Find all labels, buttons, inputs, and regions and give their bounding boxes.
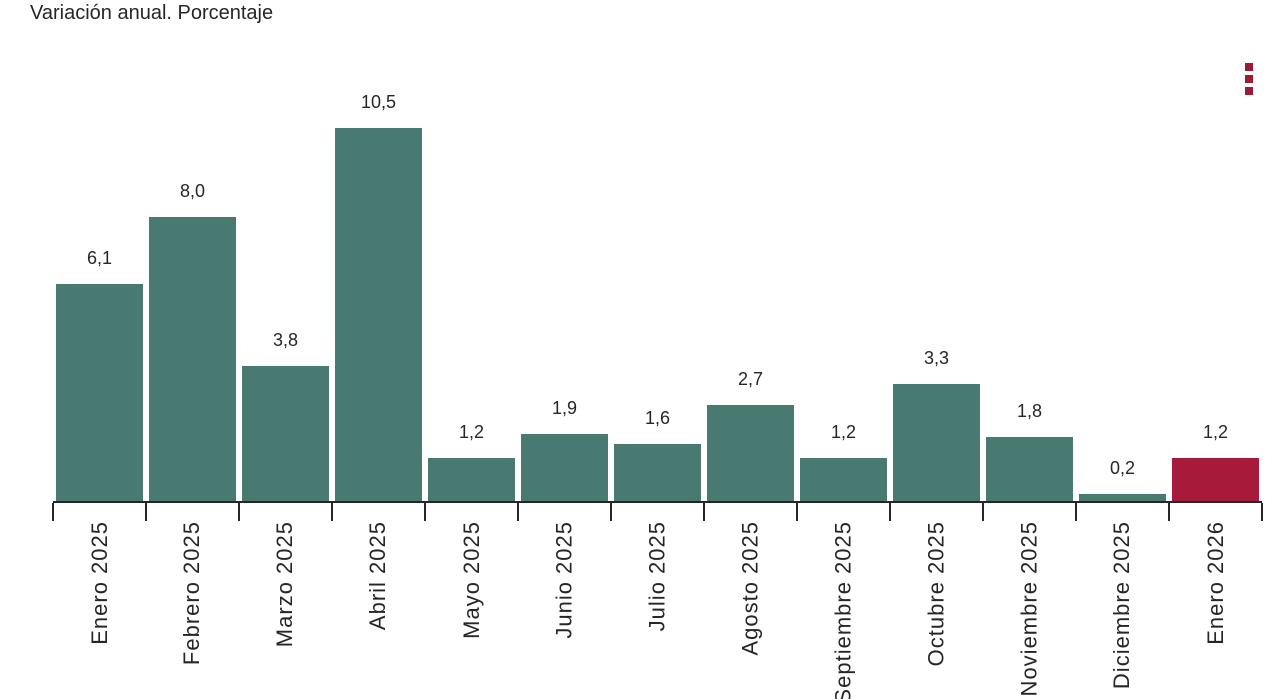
bar-enero-2025[interactable] [56, 284, 143, 501]
bar-febrero-2025[interactable] [149, 217, 236, 501]
bar-value-label: 3,8 [272, 330, 299, 350]
x-axis-tick [331, 503, 333, 521]
context-menu-button[interactable] [1237, 57, 1261, 101]
bar-value-label: 8,0 [179, 181, 206, 201]
x-axis-label-marzo-2025: Marzo 2025 [272, 521, 298, 648]
x-axis-label-mayo-2025: Mayo 2025 [458, 521, 484, 639]
bar-marzo-2025[interactable] [242, 366, 329, 501]
x-axis-tick [889, 503, 891, 521]
bar-agosto-2025[interactable] [707, 405, 794, 501]
x-axis-tick [1261, 503, 1263, 521]
x-axis-label-abril-2025: Abril 2025 [365, 521, 391, 631]
x-axis-tick [145, 503, 147, 521]
bar-octubre-2025[interactable] [893, 384, 980, 501]
bar-value-label: 1,6 [644, 408, 671, 428]
x-axis-tick [1168, 503, 1170, 521]
x-axis-line [53, 501, 1262, 503]
bar-value-label: 1,2 [458, 422, 485, 442]
bar-value-label: 6,1 [86, 248, 113, 268]
bar-value-label: 3,3 [923, 348, 950, 368]
x-axis-tick [424, 503, 426, 521]
x-axis-label-agosto-2025: Agosto 2025 [737, 521, 763, 656]
x-axis-tick [238, 503, 240, 521]
x-axis-label-enero-2025: Enero 2025 [86, 521, 112, 645]
x-axis-tick [52, 503, 54, 521]
x-axis-label-junio-2025: Junio 2025 [551, 521, 577, 639]
x-axis-label-diciembre-2025: Diciembre 2025 [1109, 521, 1135, 690]
x-axis-tick [517, 503, 519, 521]
bar-abril-2025[interactable] [335, 128, 422, 501]
x-axis-tick [1075, 503, 1077, 521]
x-axis-tick [982, 503, 984, 521]
x-axis-label-julio-2025: Julio 2025 [644, 521, 670, 632]
x-axis-label-noviembre-2025: Noviembre 2025 [1016, 521, 1042, 697]
bar-junio-2025[interactable] [521, 434, 608, 501]
x-axis-tick [610, 503, 612, 521]
chart-title: Variación anual. Porcentaje [30, 2, 274, 24]
x-axis-label-febrero-2025: Febrero 2025 [179, 521, 205, 666]
kebab-dot-icon [1245, 63, 1253, 71]
bar-diciembre-2025[interactable] [1079, 494, 1166, 501]
x-axis-tick [703, 503, 705, 521]
bar-noviembre-2025[interactable] [986, 437, 1073, 501]
bar-julio-2025[interactable] [614, 444, 701, 501]
bar-value-label: 10,5 [360, 92, 397, 112]
x-axis-label-octubre-2025: Octubre 2025 [923, 521, 949, 667]
bar-value-label: 1,2 [830, 422, 857, 442]
bar-septiembre-2025[interactable] [800, 458, 887, 501]
bar-value-label: 1,8 [1016, 401, 1043, 421]
bar-value-label: 2,7 [737, 369, 764, 389]
kebab-dot-icon [1245, 87, 1253, 95]
bar-enero-2026[interactable] [1172, 458, 1259, 501]
bar-mayo-2025[interactable] [428, 458, 515, 501]
bar-value-label: 1,9 [551, 398, 578, 418]
kebab-dot-icon [1245, 75, 1253, 83]
x-axis-label-septiembre-2025: Septiembre 2025 [830, 521, 856, 699]
x-axis-label-enero-2026: Enero 2026 [1202, 521, 1228, 645]
bar-value-label: 0,2 [1109, 458, 1136, 478]
x-axis-tick [796, 503, 798, 521]
bar-value-label: 1,2 [1202, 422, 1229, 442]
